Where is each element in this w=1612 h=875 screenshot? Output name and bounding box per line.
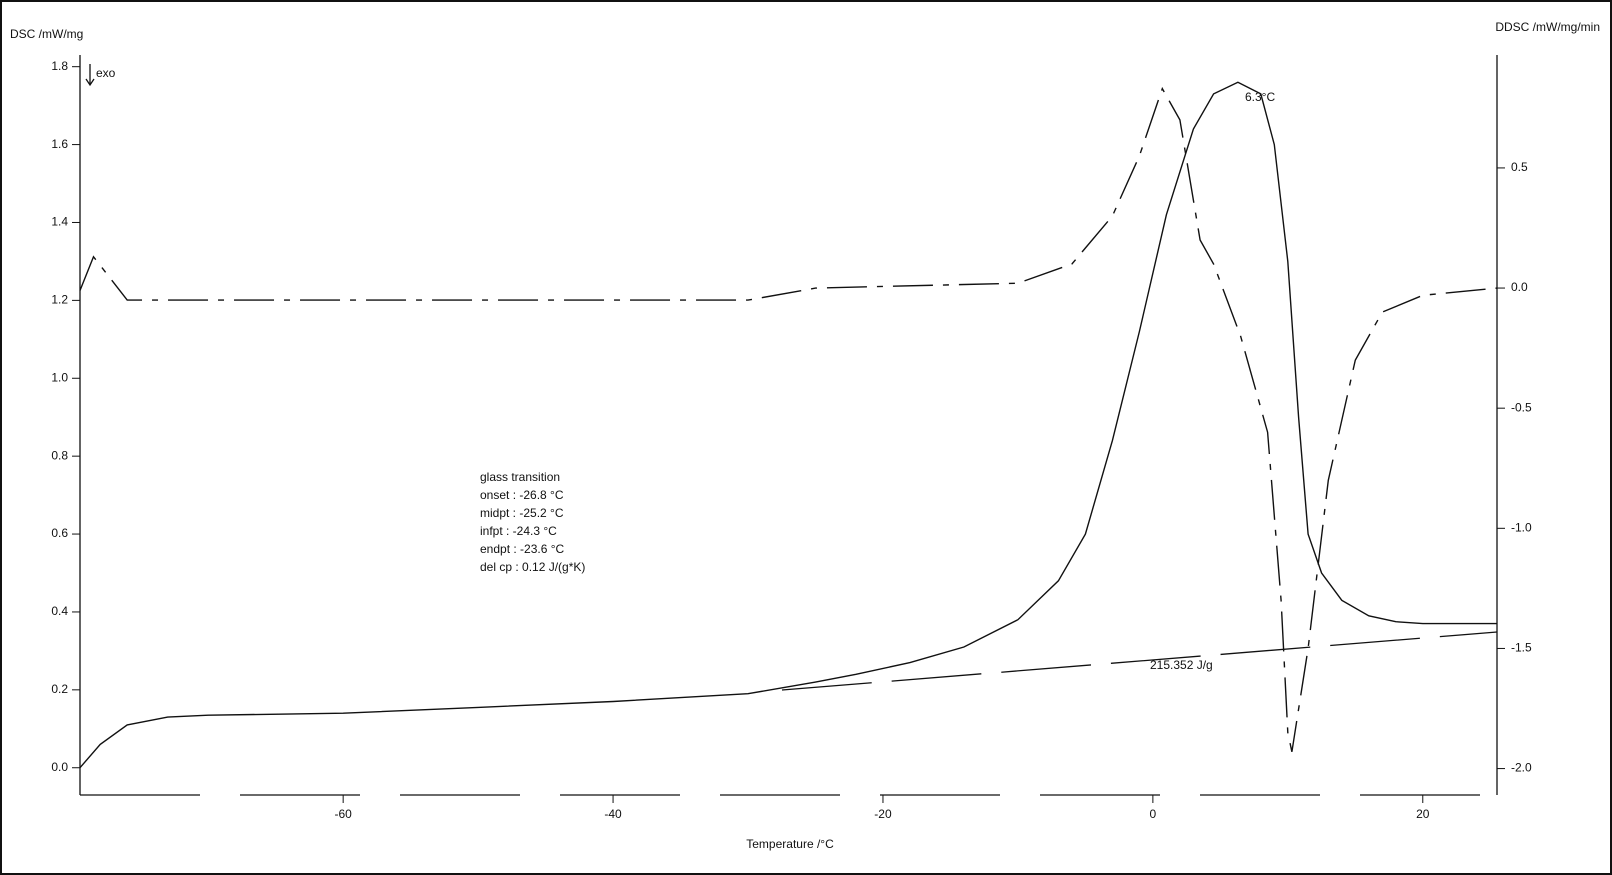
x-tick-label: 0 [1150, 807, 1157, 821]
x-axis-label: Temperature /°C [746, 837, 834, 851]
y2-tick-label: 0.5 [1511, 160, 1528, 174]
y-tick-label: 0.2 [51, 682, 68, 696]
y-tick-label: 0.8 [51, 448, 68, 462]
annotation: exo [96, 66, 116, 80]
y-tick-label: 1.4 [51, 215, 68, 229]
y-tick-label: 0.4 [51, 604, 68, 618]
annotation: 215.352 J/g [1150, 658, 1213, 672]
annotation: infpt : -24.3 °C [480, 524, 557, 538]
y2-tick-label: -0.5 [1511, 400, 1532, 414]
y2-axis-label: DDSC /mW/mg/min [1495, 20, 1600, 34]
annotation: onset : -26.8 °C [480, 488, 564, 502]
annotation: glass transition [480, 470, 560, 484]
annotation: del cp : 0.12 J/(g*K) [480, 560, 585, 574]
y-tick-label: 1.6 [51, 137, 68, 151]
y-tick-label: 1.0 [51, 370, 68, 384]
annotation: midpt : -25.2 °C [480, 506, 564, 520]
x-tick-label: 20 [1416, 807, 1430, 821]
annotation: endpt : -23.6 °C [480, 542, 565, 556]
series-line [80, 89, 1497, 752]
y2-tick-label: -2.0 [1511, 761, 1532, 775]
y2-tick-label: -1.0 [1511, 520, 1532, 534]
exo-arrow [86, 64, 94, 85]
x-tick-label: -40 [604, 807, 622, 821]
x-tick-label: -60 [334, 807, 352, 821]
y-tick-label: 1.2 [51, 293, 68, 307]
y-tick-label: 0.6 [51, 526, 68, 540]
x-tick-label: -20 [874, 807, 892, 821]
y2-tick-label: -1.5 [1511, 641, 1532, 655]
chart: DSC /mW/mg DDSC /mW/mg/min Temperature /… [0, 0, 1612, 875]
y-axis-label: DSC /mW/mg [10, 27, 83, 41]
y-tick-label: 0.0 [51, 760, 68, 774]
frame [1, 1, 1611, 874]
y2-tick-label: 0.0 [1511, 280, 1528, 294]
y-tick-label: 1.8 [51, 59, 68, 73]
annotation: 6.3°C [1245, 90, 1275, 104]
integration-baseline [782, 632, 1497, 690]
